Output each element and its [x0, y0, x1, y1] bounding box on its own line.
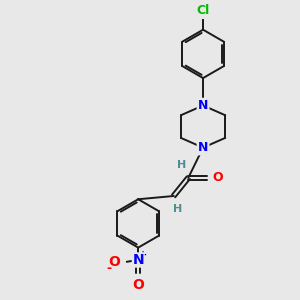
Text: -: - — [106, 262, 112, 275]
Text: O: O — [132, 278, 144, 292]
Text: N: N — [132, 253, 144, 267]
Text: Cl: Cl — [196, 4, 210, 17]
Text: +: + — [140, 250, 148, 260]
Text: O: O — [109, 255, 121, 269]
Text: O: O — [213, 171, 224, 184]
Text: H: H — [173, 204, 183, 214]
Text: N: N — [198, 99, 208, 112]
Text: H: H — [177, 160, 187, 170]
Text: N: N — [198, 141, 208, 154]
